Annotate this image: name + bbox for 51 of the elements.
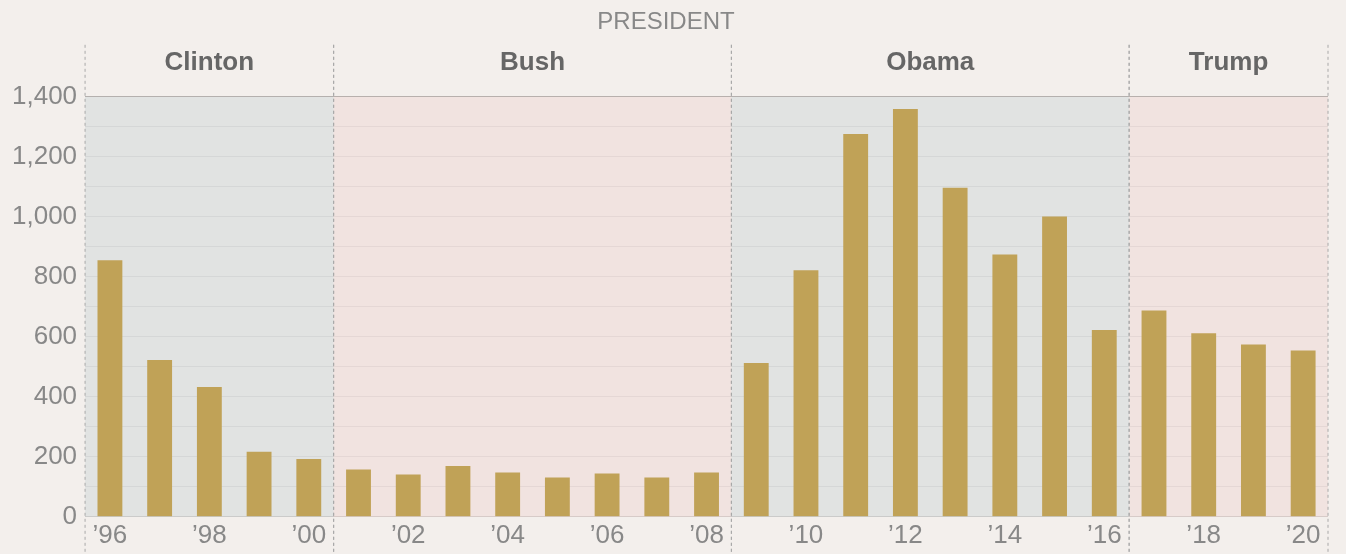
y-tick-label: 1,400 [11,79,78,110]
bar [992,254,1018,517]
x-tick-label: ’00 [291,518,327,549]
band-label: Obama [886,45,975,76]
x-tick-label: ’02 [390,518,426,549]
x-tick-label: ’14 [987,518,1023,549]
bar [594,473,620,517]
band-label: Bush [500,45,566,76]
band-label: Clinton [164,45,255,76]
bar [147,359,173,517]
x-tick-label: ’20 [1285,518,1321,549]
y-tick-label: 1,200 [11,139,78,170]
y-tick-label: 400 [33,379,78,410]
bar [743,362,769,517]
y-tick-label: 0 [62,499,78,530]
bar [1042,216,1067,517]
bar [1290,350,1316,517]
x-tick-label: ’10 [788,518,824,549]
x-tick-label: ’04 [490,518,526,549]
bar [942,187,968,517]
bar [246,451,272,517]
bar [644,477,670,517]
x-tick-label: ’16 [1086,518,1122,549]
y-tick-label: 1,000 [11,199,78,230]
bar [445,466,471,517]
bar [1240,344,1266,517]
bar [1141,310,1167,517]
bar [296,458,322,517]
bar [196,386,222,517]
x-tick-label: ’96 [92,518,128,549]
y-tick-label: 800 [33,259,78,290]
x-tick-label: ’06 [589,518,625,549]
bar [544,477,570,517]
bar [694,472,719,517]
bar [843,134,869,517]
bar [793,270,819,517]
band-label: Trump [1188,45,1269,76]
y-tick-label: 200 [33,439,78,470]
chart-title: PRESIDENT [597,7,736,35]
bar [1191,333,1217,517]
y-tick-label: 600 [33,319,78,350]
bar [395,474,421,517]
bar [495,472,521,517]
x-tick-label: ’08 [689,518,724,549]
bar [346,469,371,517]
bar [1091,329,1117,517]
x-tick-label: ’18 [1186,518,1222,549]
bar [892,109,918,517]
x-tick-label: ’12 [888,518,923,549]
bar [97,260,123,517]
x-tick-label: ’98 [192,518,227,549]
